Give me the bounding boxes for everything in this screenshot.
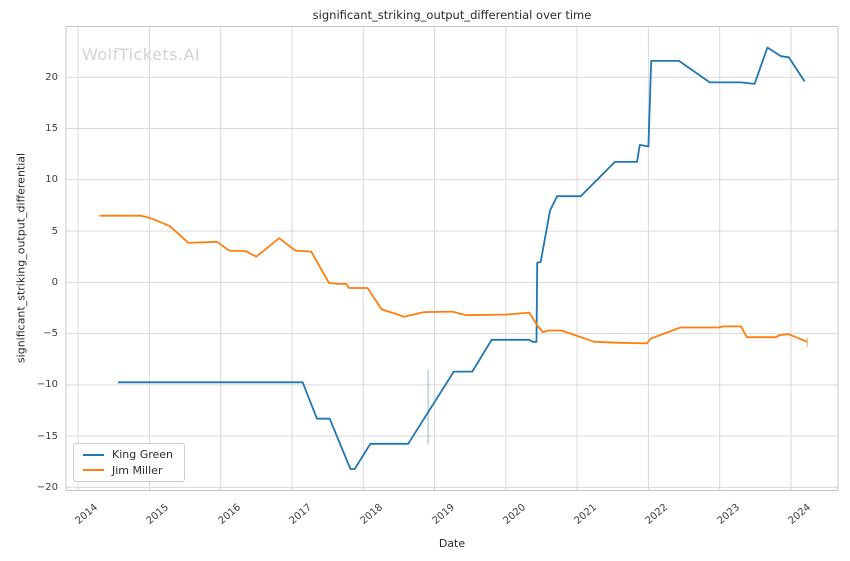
- legend-entry-jim-miller: Jim Miller: [83, 464, 176, 477]
- y-tick-label-0: 0: [51, 276, 58, 288]
- legend-entry-king-green: King Green: [83, 448, 176, 461]
- y-tick-label--15: −15: [36, 430, 58, 442]
- y-tick-label--20: −20: [36, 481, 58, 493]
- y-tick-label-10: 10: [45, 174, 58, 186]
- watermark: WolfTickets.AI: [82, 45, 201, 64]
- y-tick-label--5: −5: [43, 328, 58, 340]
- x-axis-label: Date: [438, 537, 466, 550]
- y-tick-label-20: 20: [45, 71, 58, 83]
- legend: King Green Jim Miller: [73, 443, 185, 482]
- y-tick-label-15: 15: [45, 123, 58, 135]
- y-tick-label--10: −10: [36, 379, 58, 391]
- legend-swatch-line-icon: [83, 469, 104, 472]
- legend-swatch-line-icon: [83, 453, 104, 456]
- legend-label: Jim Miller: [112, 463, 163, 477]
- plot-border: [65, 26, 839, 491]
- series-line-jim-miller: [99, 214, 808, 345]
- y-tick-label-5: 5: [51, 225, 58, 237]
- legend-label: King Green: [112, 448, 174, 462]
- series-line-king-green: [118, 46, 806, 470]
- chart-title: significant_striking_output_differential…: [312, 8, 592, 22]
